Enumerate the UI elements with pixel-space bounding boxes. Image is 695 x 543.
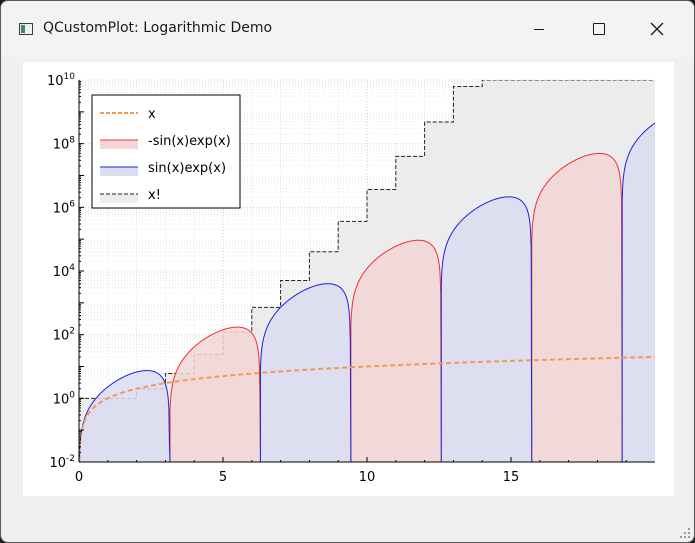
series-fill-segment <box>441 196 532 462</box>
series-line-segment <box>531 152 623 462</box>
maximize-icon <box>593 23 605 35</box>
legend-label: -sin(x)exp(x) <box>148 134 231 149</box>
y-tick-label: 1010 <box>47 72 75 89</box>
series-fill-segment <box>350 240 442 462</box>
legend-item[interactable]: sin(x)exp(x) <box>100 161 226 176</box>
plot-widget[interactable]: 0 5 10 15 10-2 100 102 104 106 108 1010 x -sin(x)exp… <box>23 62 674 496</box>
plot-layer <box>79 80 655 462</box>
series-line-segment <box>621 122 655 462</box>
legend-label: sin(x)exp(x) <box>148 161 226 176</box>
y-tick-label: 10-2 <box>49 454 75 471</box>
legend-swatch-fill <box>100 140 138 149</box>
series-1 <box>169 152 623 462</box>
y-tick-label: 104 <box>53 263 76 280</box>
maximize-button[interactable] <box>576 11 622 47</box>
axes: 0 5 10 15 10-2 100 102 104 106 108 1010 <box>47 72 655 485</box>
title-bar[interactable]: QCustomPlot: Logarithmic Demo <box>1 1 694 57</box>
minimize-icon <box>534 28 544 30</box>
legend-swatch-fill <box>100 194 138 203</box>
legend-box <box>91 94 241 209</box>
legend-label: x <box>148 107 156 122</box>
series-fill-segment <box>170 327 261 462</box>
window-title: QCustomPlot: Logarithmic Demo <box>43 20 273 36</box>
legend-label: x! <box>148 188 161 203</box>
series-2 <box>79 122 655 462</box>
legend-swatch-fill <box>100 167 138 176</box>
series-fill-segment <box>622 123 655 462</box>
series-line-segment <box>350 239 442 462</box>
series-0 <box>79 355 655 462</box>
minimize-button[interactable] <box>516 11 562 47</box>
series-line-x <box>79 355 655 462</box>
close-icon <box>650 22 664 36</box>
legend[interactable]: x -sin(x)exp(x) sin(x)exp(x) x! <box>91 94 241 209</box>
series-line-segment <box>440 196 533 462</box>
series-fill-segment <box>79 370 171 462</box>
y-tick-label: 102 <box>53 327 75 344</box>
chart[interactable]: 0 5 10 15 10-2 100 102 104 106 108 1010 x -sin(x)exp… <box>23 62 674 496</box>
y-tick-label: 108 <box>53 136 76 153</box>
series-line-segment <box>259 283 352 462</box>
legend-item[interactable]: x <box>100 107 156 122</box>
legend-item[interactable]: -sin(x)exp(x) <box>100 134 231 149</box>
x-tick-label: 0 <box>75 470 83 485</box>
series-fill-segment <box>260 283 351 462</box>
close-button[interactable] <box>634 11 680 47</box>
y-tick-label: 100 <box>53 390 76 407</box>
app-icon <box>19 23 33 35</box>
x-tick-label: 10 <box>359 470 376 485</box>
series-fill-segment <box>531 153 623 462</box>
series-line-factorial <box>79 80 655 399</box>
resize-grip-icon[interactable] <box>680 528 690 538</box>
series-line-segment <box>79 370 171 462</box>
legend-item[interactable]: x! <box>100 188 161 203</box>
series-line-segment <box>169 326 261 462</box>
x-tick-label: 15 <box>503 470 520 485</box>
x-tick-label: 5 <box>219 470 227 485</box>
y-tick-label: 106 <box>53 199 76 216</box>
